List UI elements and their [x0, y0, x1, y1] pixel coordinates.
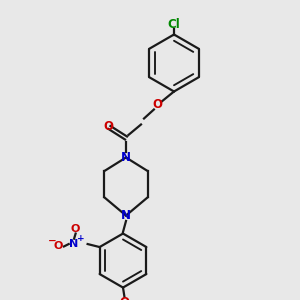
- Text: N: N: [70, 239, 79, 249]
- Text: N: N: [121, 151, 131, 164]
- Text: Cl: Cl: [168, 17, 180, 31]
- Text: O: O: [103, 119, 113, 133]
- Text: O: O: [54, 242, 63, 251]
- Text: O: O: [71, 224, 80, 234]
- Text: O: O: [152, 98, 163, 112]
- Text: +: +: [77, 234, 85, 243]
- Text: −: −: [48, 236, 57, 245]
- Text: O: O: [119, 296, 130, 300]
- Text: N: N: [121, 209, 131, 222]
